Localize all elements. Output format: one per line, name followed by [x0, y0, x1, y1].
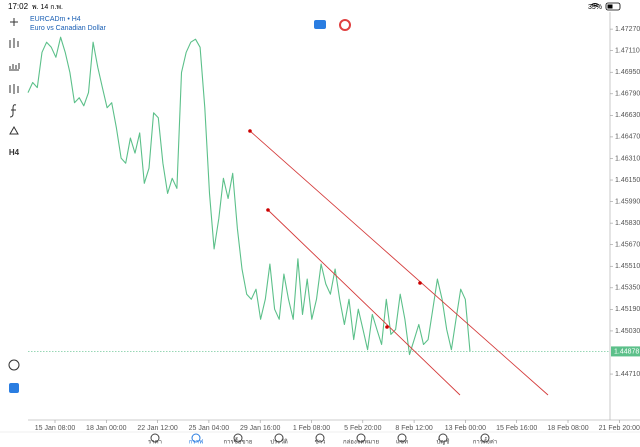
tab-label[interactable]: ข่าว [315, 439, 326, 446]
battery-level [607, 4, 613, 9]
trendline[interactable] [249, 130, 549, 396]
objects-tool[interactable] [9, 84, 19, 94]
tab-label[interactable]: บัญชี [437, 438, 450, 446]
x-tick-label: 22 Jan 12:00 [137, 425, 178, 432]
chart-type-tool[interactable] [9, 38, 19, 48]
y-tick-label: 1.45030 [615, 328, 640, 335]
search-tool[interactable] [8, 359, 20, 371]
x-tick-label: 25 Jan 04:00 [189, 425, 230, 432]
tab-icon[interactable] [274, 433, 284, 443]
app-icon[interactable] [9, 383, 19, 393]
tab-icon[interactable] [150, 433, 160, 443]
y-tick-label: 1.47110 [615, 48, 640, 55]
tab-icon[interactable] [233, 433, 243, 443]
trendline-handle[interactable] [248, 129, 252, 133]
indicators-tool[interactable] [9, 63, 20, 71]
tab-label[interactable]: แชท [396, 439, 408, 446]
trendline-handle[interactable] [266, 208, 270, 212]
status-time: 17:02 [8, 2, 29, 11]
y-tick-label: 1.45830 [615, 220, 640, 227]
y-tick-label: 1.45190 [615, 306, 640, 313]
timeframe-button[interactable]: H4 [9, 148, 20, 157]
status-battery: 35% [588, 4, 602, 11]
y-tick-label: 1.46470 [615, 134, 640, 141]
trendline-handle[interactable] [385, 325, 389, 329]
y-tick-label: 1.44710 [615, 371, 640, 378]
symbol-label: EURCADm • H4 [30, 16, 81, 23]
x-tick-label: 15 Jan 08:00 [35, 425, 76, 432]
tab-icon[interactable] [438, 433, 448, 443]
price-line [27, 36, 471, 356]
status-date: พ. 14 ก.พ. [32, 4, 63, 11]
one-click-trading[interactable] [314, 20, 326, 29]
y-tick-label: 1.45670 [615, 242, 640, 249]
y-tick-label: 1.46310 [615, 155, 640, 162]
y-tick-label: 1.45990 [615, 198, 640, 205]
trendline-handle[interactable] [418, 281, 422, 285]
x-tick-label: 1 Feb 08:00 [293, 425, 330, 432]
tab-icon[interactable] [356, 433, 366, 443]
tab-icon[interactable] [397, 433, 407, 443]
sidebar [8, 18, 20, 393]
tab-icon[interactable] [480, 433, 490, 443]
x-tick-label: 29 Jan 16:00 [240, 425, 281, 432]
tab-label[interactable]: ราคา [148, 439, 162, 446]
y-tick-label: 1.46950 [615, 69, 640, 76]
x-tick-label: 13 Feb 00:00 [445, 425, 486, 432]
tab-label[interactable]: กล่องจดหมาย [343, 439, 379, 446]
y-tick-label: 1.45510 [615, 263, 640, 270]
x-tick-label: 5 Feb 20:00 [344, 425, 381, 432]
trendline[interactable] [267, 209, 461, 396]
x-tick-label: 21 Feb 20:00 [599, 425, 640, 432]
function-tool[interactable] [9, 104, 17, 118]
crosshair-tool[interactable] [10, 18, 18, 26]
tab-label[interactable]: กราฟ [189, 439, 203, 446]
tab-label[interactable]: ประวัติ [270, 439, 288, 446]
shapes-tool[interactable] [9, 125, 19, 135]
flag-icon[interactable] [339, 19, 351, 31]
tab-icon[interactable] [315, 433, 325, 443]
y-tick-label: 1.46630 [615, 112, 640, 119]
x-tick-label: 18 Jan 00:00 [86, 425, 127, 432]
y-tick-label: 1.46150 [615, 177, 640, 184]
x-tick-label: 8 Feb 12:00 [395, 425, 432, 432]
y-tick-label: 1.47270 [615, 26, 640, 33]
wifi-icon [590, 3, 600, 7]
current-price-box [611, 346, 640, 357]
tab-label[interactable]: การตั้งค่า [473, 436, 497, 446]
battery-icon [605, 2, 621, 11]
x-tick-label: 18 Feb 08:00 [547, 425, 588, 432]
tab-icon[interactable] [191, 433, 201, 443]
trendlines [248, 129, 549, 396]
symbol-description: Euro vs Canadian Dollar [30, 25, 107, 32]
tab-label[interactable]: การซื้อขาย [224, 436, 253, 446]
x-tick-label: 15 Feb 16:00 [496, 425, 537, 432]
y-tick-label: 1.46790 [615, 91, 640, 98]
current-price-label: 1.44878 [614, 348, 639, 355]
y-tick-label: 1.45350 [615, 285, 640, 292]
